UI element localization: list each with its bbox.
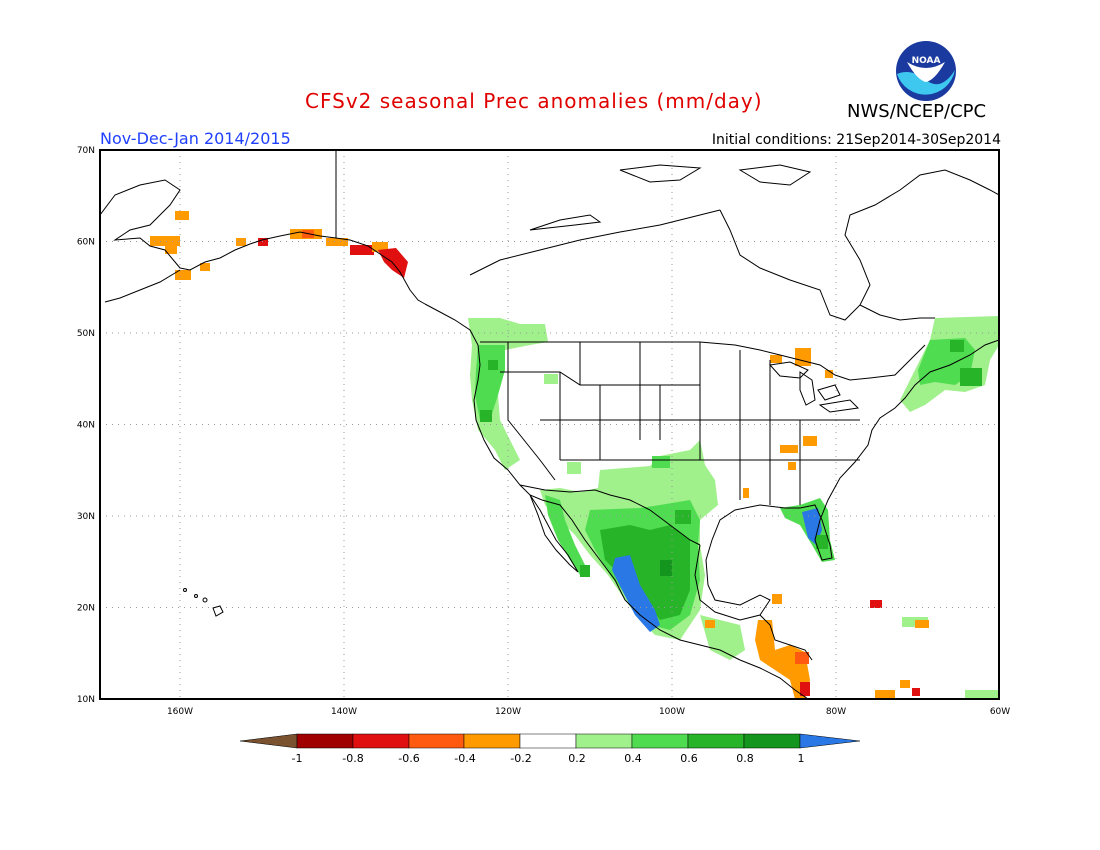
colorbar-underflow	[239, 733, 298, 749]
map-frame	[99, 149, 1000, 700]
noaa-logo-text: NOAA	[912, 56, 941, 66]
colorbar-labels: -1 -0.8 -0.6 -0.4 -0.2 0.2 0.4 0.6 0.8 1	[292, 752, 805, 765]
colorbar-label: -0.2	[510, 752, 531, 765]
anomaly-pacific-northwest	[468, 318, 558, 470]
colorbar-label: 1	[798, 752, 805, 765]
hawaii-islands	[183, 588, 224, 617]
colorbar-bin	[408, 733, 465, 749]
colorbar-label: -1	[292, 752, 303, 765]
colorbar-bin	[519, 733, 577, 749]
colorbar-bin	[631, 733, 689, 749]
colorbar-label: -0.8	[342, 752, 363, 765]
latitude-label: 20N	[77, 604, 95, 614]
latitude-label: 10N	[77, 695, 95, 705]
longitude-label: 80W	[826, 707, 846, 717]
colorbar-label: 0.2	[568, 752, 586, 765]
colorbar-overflow	[799, 733, 861, 749]
latitude-labels: 70N 60N 50N 40N 30N 20N 10N	[77, 146, 95, 705]
anomaly-southwest-mexico	[540, 440, 745, 660]
latitude-label: 60N	[77, 238, 95, 248]
colorbar-bin	[463, 733, 521, 749]
forecast-period: Nov-Dec-Jan 2014/2015	[100, 129, 291, 148]
anomaly-florida	[780, 498, 835, 562]
longitude-label: 140W	[331, 707, 357, 717]
colorbar-label: 0.4	[624, 752, 642, 765]
longitude-label: 60W	[990, 707, 1010, 717]
anomaly-central-america-dry	[755, 594, 920, 699]
colorbar-bin	[352, 733, 410, 749]
colorbar-label: 0.8	[736, 752, 754, 765]
anomaly-new-england	[900, 316, 999, 699]
initial-conditions: Initial conditions: 21Sep2014-30Sep2014	[711, 132, 1001, 148]
longitude-label: 100W	[659, 707, 685, 717]
noaa-logo: NOAA	[896, 41, 956, 101]
colorbar-label: 0.6	[680, 752, 698, 765]
anomaly-layer	[150, 211, 999, 699]
longitude-labels: 160W 140W 120W 100W 80W 60W	[167, 707, 1010, 717]
latitude-label: 70N	[77, 146, 95, 156]
colorbar-bin	[575, 733, 633, 749]
colorbar-bin	[296, 733, 354, 749]
longitude-label: 120W	[495, 707, 521, 717]
colorbar-label: -0.4	[454, 752, 475, 765]
agency-label: NWS/NCEP/CPC	[847, 101, 987, 122]
longitude-label: 160W	[167, 707, 193, 717]
colorbar-label: -0.6	[398, 752, 419, 765]
colorbar-bin	[687, 733, 745, 749]
latitude-label: 50N	[77, 329, 95, 339]
latitude-label: 30N	[77, 512, 95, 522]
colorbar-bin	[743, 733, 801, 749]
latitude-label: 40N	[77, 421, 95, 431]
coastlines	[100, 150, 999, 699]
chart-title: CFSv2 seasonal Prec anomalies (mm/day)	[305, 89, 763, 113]
map-frame-bg	[100, 150, 999, 699]
colorbar	[239, 733, 861, 749]
